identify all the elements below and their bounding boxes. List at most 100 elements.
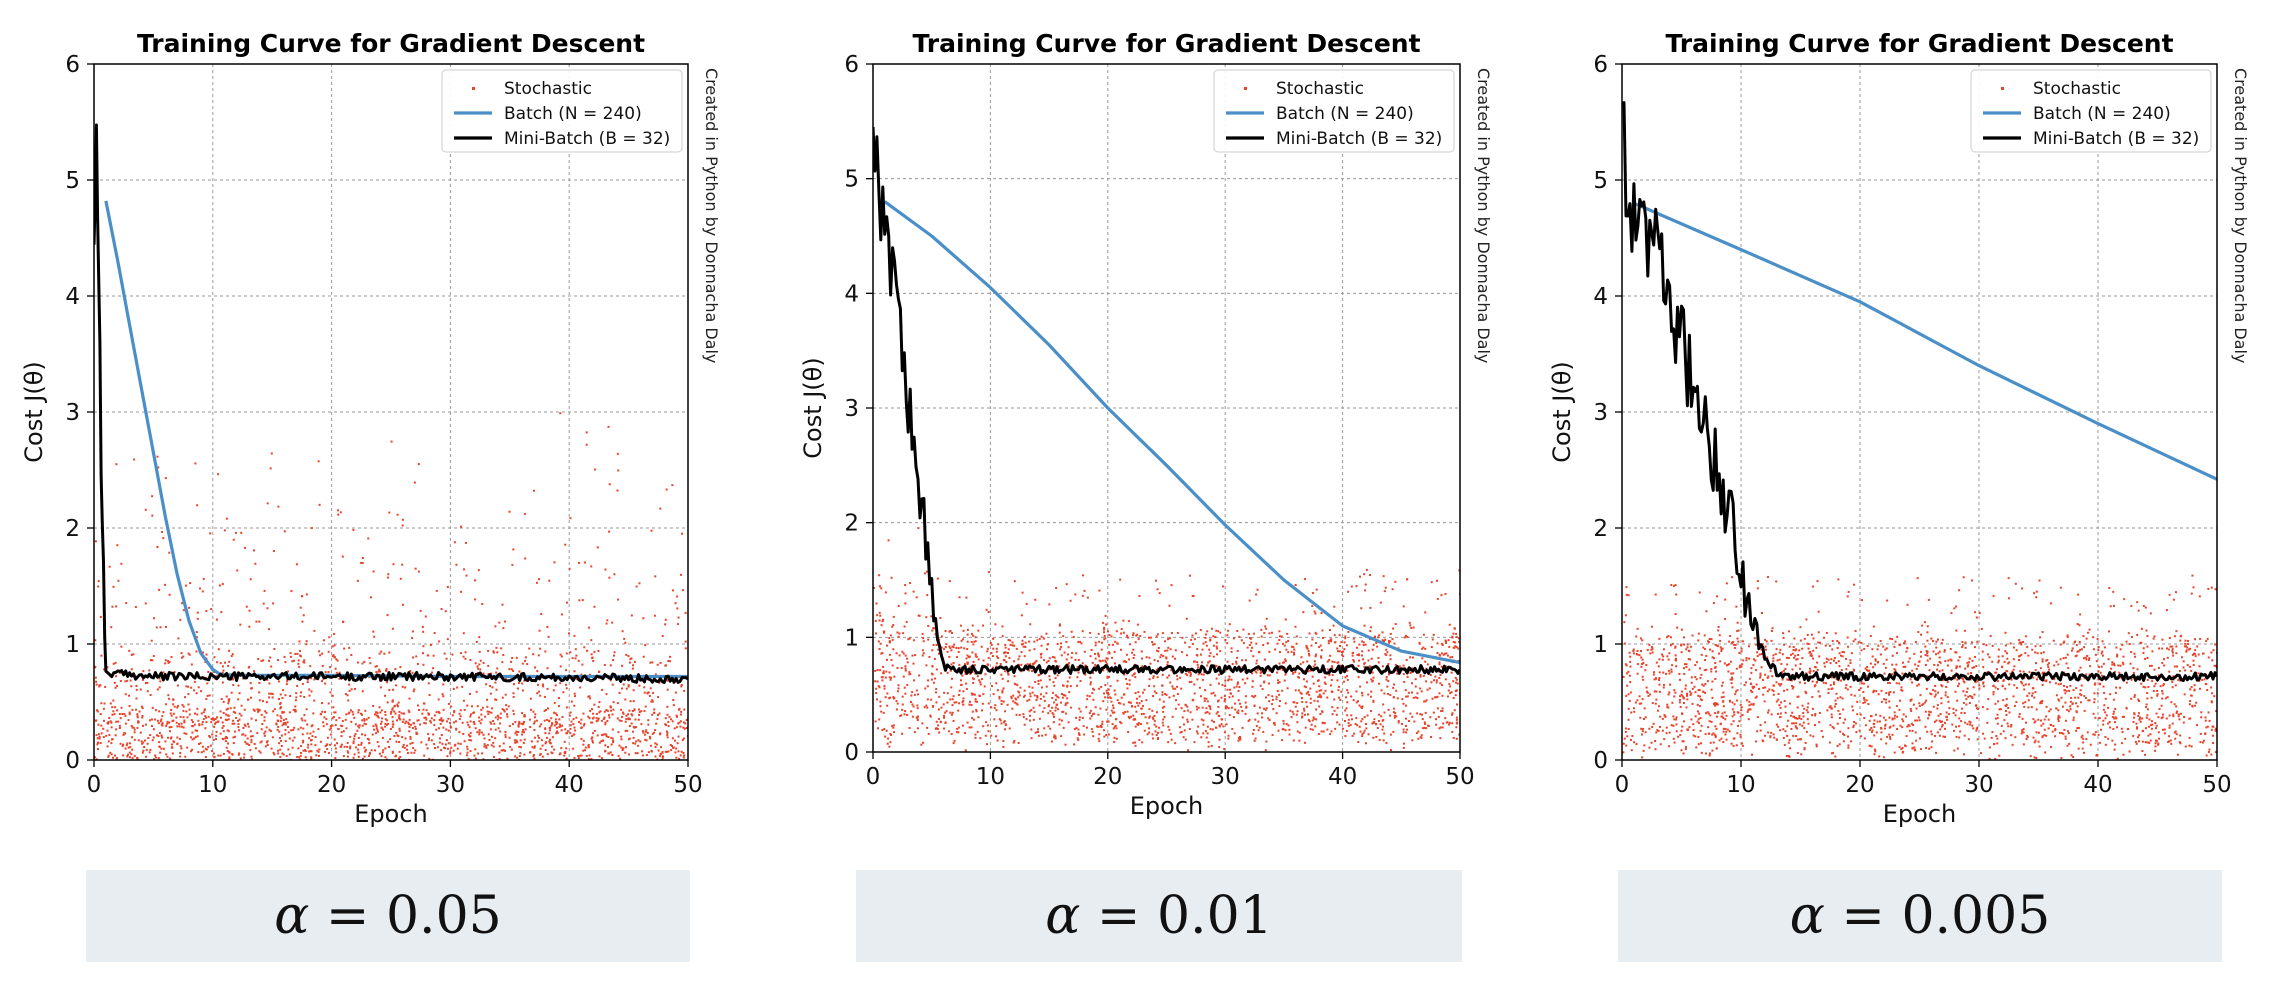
stochastic-point [1353,660,1356,663]
stochastic-point [978,679,981,682]
stochastic-point [1415,732,1418,735]
stochastic-point [896,690,899,693]
stochastic-point [380,650,383,653]
stochastic-point [1738,720,1741,723]
stochastic-point [425,709,428,712]
stochastic-point [1090,728,1093,731]
stochastic-point [1435,696,1438,699]
stochastic-point [1161,691,1164,694]
stochastic-point [1251,695,1254,698]
stochastic-point [126,742,129,745]
stochastic-point [1105,734,1108,737]
stochastic-point [1128,679,1131,682]
stochastic-point [1304,578,1307,581]
stochastic-point [1282,722,1285,725]
stochastic-point [1829,684,1832,687]
stochastic-point [454,743,457,746]
stochastic-point [652,711,655,714]
stochastic-point [1344,709,1347,712]
stochastic-point [995,725,998,728]
stochastic-point [357,755,360,758]
stochastic-point [222,752,225,755]
stochastic-point [447,742,450,745]
stochastic-point [1147,727,1150,730]
stochastic-point [287,731,290,734]
stochastic-point [1214,726,1217,729]
stochastic-point [121,745,124,748]
stochastic-point [141,742,144,745]
stochastic-point [908,726,911,729]
stochastic-point [904,692,907,695]
stochastic-point [1058,723,1061,726]
stochastic-point [1271,698,1274,701]
stochastic-point [300,717,303,720]
stochastic-point [1054,737,1057,740]
stochastic-point [1451,722,1454,725]
stochastic-point [361,719,364,722]
stochastic-point [196,504,199,507]
stochastic-point [1425,699,1428,702]
stochastic-point [377,716,380,719]
stochastic-point [1312,665,1315,668]
stochastic-point [1321,722,1324,725]
stochastic-point [389,738,392,741]
stochastic-point [504,736,507,739]
stochastic-point [554,684,557,687]
stochastic-point [398,716,401,719]
stochastic-point [499,722,502,725]
stochastic-point [1434,696,1437,699]
stochastic-point [592,732,595,735]
stochastic-point [1265,740,1268,743]
stochastic-point [1204,641,1207,644]
stochastic-point [1900,688,1903,691]
stochastic-point [1209,639,1212,642]
stochastic-point [616,702,619,705]
stochastic-point [353,737,356,740]
y-tick-label: 1 [65,632,80,658]
stochastic-point [294,708,297,711]
stochastic-point [1157,660,1160,663]
stochastic-point [168,721,171,724]
stochastic-point [248,743,251,746]
stochastic-point [455,563,458,566]
stochastic-point [1175,699,1178,702]
stochastic-point [272,550,275,553]
stochastic-point [1338,634,1341,637]
stochastic-point [1217,682,1220,685]
stochastic-point [1684,746,1687,749]
stochastic-point [466,704,469,707]
stochastic-point [2033,721,2036,724]
stochastic-point [674,739,677,742]
stochastic-point [1444,642,1447,645]
stochastic-point [1345,644,1348,647]
stochastic-point [399,755,402,758]
stochastic-point [233,706,236,709]
stochastic-point [649,744,652,747]
stochastic-point [131,736,134,739]
stochastic-point [1031,670,1034,673]
stochastic-point [1245,706,1248,709]
x-tick-label: 40 [555,772,584,798]
stochastic-point [900,667,903,670]
stochastic-point [109,720,112,723]
stochastic-point [1303,678,1306,681]
stochastic-point [1333,641,1336,644]
stochastic-point [289,652,292,655]
stochastic-point [1889,735,1892,738]
stochastic-point [1105,623,1108,626]
stochastic-point [468,726,471,729]
stochastic-point [1004,724,1007,727]
stochastic-point [518,722,521,725]
stochastic-point [1107,688,1110,691]
stochastic-point [516,756,519,759]
batch-line [883,200,1460,665]
stochastic-point [1288,733,1291,736]
stochastic-point [974,655,977,658]
stochastic-point [261,700,264,703]
stochastic-point [429,719,432,722]
stochastic-point [670,718,673,721]
stochastic-point [128,694,131,697]
stochastic-point [2128,750,2131,753]
stochastic-point [1066,701,1069,704]
stochastic-point [1266,674,1269,677]
